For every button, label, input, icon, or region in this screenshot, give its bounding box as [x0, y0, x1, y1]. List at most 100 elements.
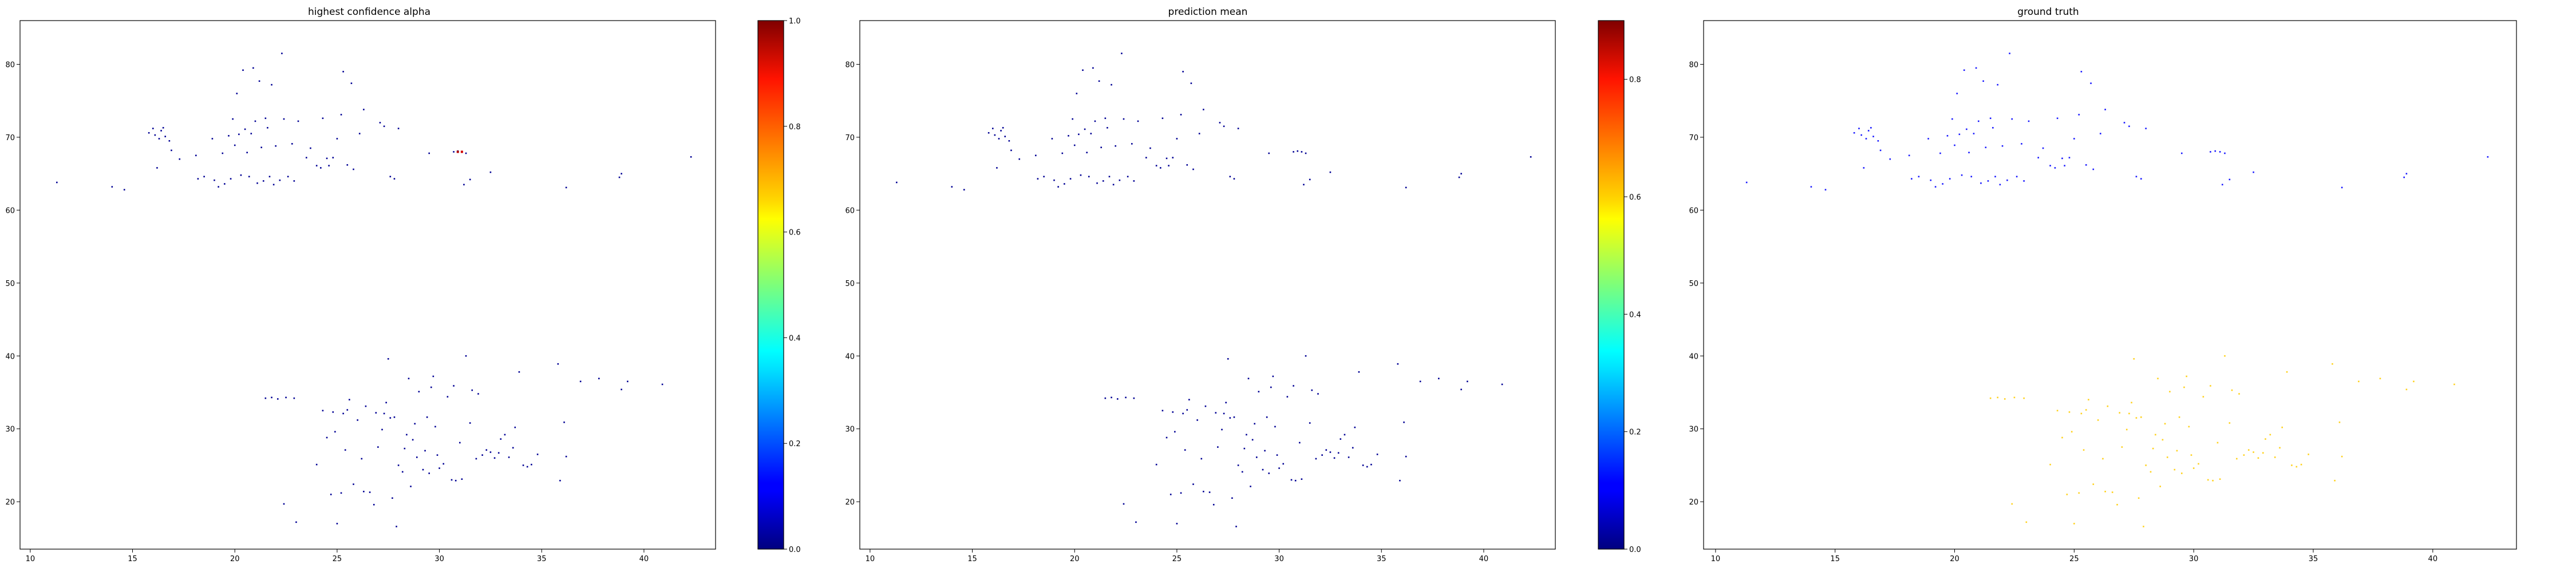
- scatter-point: [346, 409, 349, 411]
- scatter-point: [363, 491, 365, 492]
- scatter-point: [1999, 184, 2001, 186]
- scatter-point: [475, 458, 477, 460]
- scatter-point: [392, 497, 393, 499]
- scatter-point: [369, 491, 371, 493]
- panel-highest-confidence-alpha: highest confidence alpha 10 15 20 25 30 35 40 2…: [5, 6, 716, 563]
- scatter-point: [1958, 133, 1961, 136]
- scatter-point: [1961, 174, 1963, 176]
- scatter-point: [2023, 397, 2025, 399]
- colorbar-tick-label: 0.0: [1629, 546, 1641, 554]
- scatter-point: [404, 447, 406, 450]
- y-tick-label: 70: [1689, 134, 1698, 142]
- scatter-point: [346, 164, 349, 166]
- scatter-point: [1182, 412, 1184, 415]
- scatter-point: [283, 118, 285, 120]
- scatter-point: [1115, 145, 1116, 147]
- scatter-point: [1977, 120, 1980, 122]
- scatter-point: [1170, 494, 1172, 495]
- scatter-point: [1180, 114, 1182, 116]
- panel-prediction-mean: prediction mean 10 15 20 25 30 35 40 20 30 40 50 60…: [845, 6, 1556, 563]
- scatter-point: [385, 402, 387, 404]
- scatter-point: [2210, 151, 2211, 153]
- scatter-point: [2056, 117, 2059, 120]
- scatter-point: [1233, 178, 1235, 180]
- scatter-point: [232, 118, 234, 120]
- scatter-point: [152, 128, 154, 129]
- scatter-point: [455, 479, 457, 482]
- scatter-point: [1221, 428, 1223, 431]
- scatter-point: [2176, 450, 2178, 452]
- x-tick-label: 20: [1070, 555, 1080, 563]
- x-tick-label: 30: [2189, 555, 2199, 563]
- scatter-point: [1094, 120, 1096, 122]
- scatter-point: [1125, 396, 1127, 399]
- scatter-point: [1305, 152, 1307, 154]
- scatter-point: [293, 397, 295, 399]
- scatter-point: [469, 178, 471, 181]
- scatter-point: [1867, 130, 1870, 132]
- axis-ground-truth: 10 15 20 25 30 35 40 20 30 40 50 60 70 80: [1689, 61, 2437, 563]
- scatter-point: [2056, 410, 2059, 412]
- scatter-point: [428, 472, 430, 474]
- scatter-point: [162, 127, 164, 129]
- scatter-point: [1078, 133, 1080, 136]
- scatter-point: [2166, 456, 2168, 458]
- scatter-point: [336, 138, 338, 140]
- scatter-point: [2066, 494, 2068, 495]
- scatter-point: [1107, 127, 1108, 129]
- scatter-point: [2121, 446, 2123, 448]
- scatter-point: [416, 456, 418, 458]
- scatter-point: [2257, 457, 2259, 459]
- scatter-point: [477, 393, 479, 395]
- scatter-point: [379, 122, 381, 124]
- x-tick-label: 30: [1274, 555, 1284, 563]
- scatter-point: [2274, 456, 2276, 458]
- scatter-point: [1161, 117, 1164, 120]
- scatter-point: [1108, 176, 1111, 178]
- scatter-point: [1956, 93, 1958, 94]
- y-tick-label: 60: [5, 206, 15, 215]
- scatter-point: [1168, 165, 1170, 166]
- scatter-point: [1076, 93, 1078, 94]
- colorbar-tick-label: 1.0: [789, 17, 801, 26]
- axis-prediction-mean: 10 15 20 25 30 35 40 20 30 40 50 60 70 80: [845, 61, 1488, 563]
- scatter-point: [1286, 396, 1289, 398]
- scatter-point: [1301, 151, 1303, 153]
- scatter-point: [424, 450, 426, 452]
- scatter-point: [387, 358, 389, 360]
- scatter-point: [350, 82, 353, 84]
- plot-frame: [19, 20, 716, 550]
- scatter-point: [1111, 396, 1112, 399]
- scatter-point: [154, 134, 156, 136]
- scatter-point: [661, 383, 663, 386]
- scatter-point: [2140, 178, 2142, 180]
- scatter-point: [1127, 176, 1129, 178]
- scatter-point: [1352, 447, 1354, 449]
- y-tick-label: 40: [5, 352, 15, 361]
- scatter-point: [2004, 398, 2006, 400]
- y-tick-label: 20: [5, 498, 15, 507]
- scatter-point: [1223, 125, 1225, 128]
- scatter-point: [1997, 396, 1999, 399]
- scatter-points: [896, 53, 1532, 527]
- scatter-point: [2097, 419, 2099, 421]
- scatter-point: [557, 363, 559, 365]
- scatter-point: [1190, 82, 1192, 84]
- scatter-point: [1203, 491, 1204, 492]
- scatter-point: [389, 417, 392, 419]
- scatter-point: [1192, 483, 1194, 485]
- scatter-point: [1872, 136, 1874, 137]
- scatter-point: [340, 492, 342, 494]
- scatter-point: [2281, 426, 2283, 428]
- scatter-point: [1235, 526, 1237, 527]
- y-tick-label: 20: [1689, 498, 1698, 507]
- scatter-point: [1301, 478, 1303, 480]
- scatter-point: [2049, 165, 2051, 166]
- scatter-point: [1266, 416, 1268, 418]
- scatter-point: [1200, 458, 1203, 460]
- scatter-point: [951, 186, 953, 188]
- scatter-point: [1438, 378, 1440, 380]
- scatter-point: [326, 436, 328, 439]
- scatter-point: [621, 388, 622, 391]
- scatter-point: [1405, 455, 1407, 458]
